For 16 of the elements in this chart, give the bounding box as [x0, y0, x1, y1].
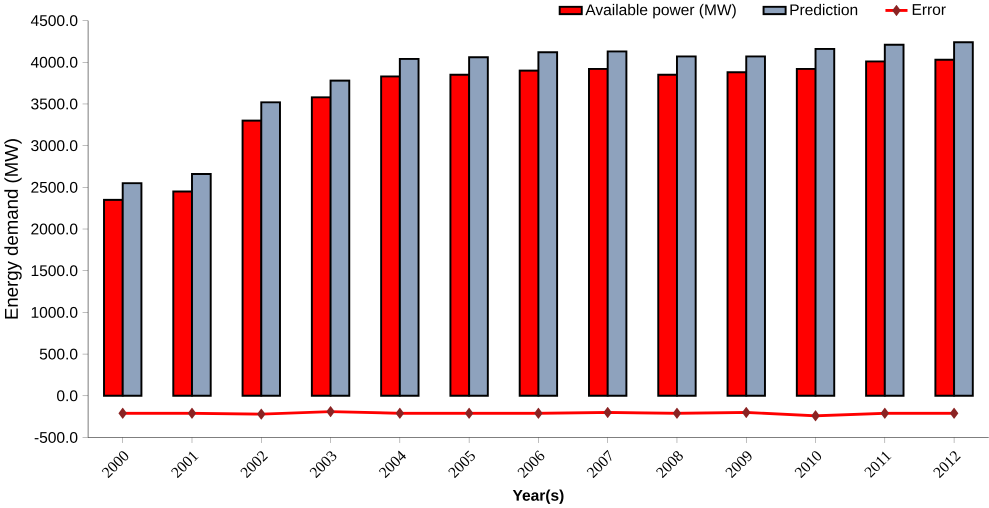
y-tick-label: 3500.0: [31, 98, 78, 110]
legend-label: Available power (MW): [585, 4, 736, 18]
x-axis-title: Year(s): [512, 489, 564, 504]
legend-label: Prediction: [790, 4, 858, 16]
y-tick-label: 2500.0: [31, 182, 78, 193]
y-axis-title: Energy demand (MW): [4, 139, 22, 318]
y-tick-label: -500.0: [34, 432, 78, 443]
y-tick-label: 4000.0: [30, 56, 78, 68]
y-tick-label: 1500.0: [32, 265, 78, 276]
y-tick-label: 4500.0: [30, 15, 78, 26]
y-tick-label: 500.0: [40, 348, 78, 360]
y-tick-label: 1000.0: [32, 306, 78, 318]
y-tick-label: 0.0: [57, 390, 78, 402]
legend-label: Error: [912, 4, 946, 15]
y-tick-label: 3000.0: [31, 140, 78, 152]
y-tick-label: 2000.0: [31, 223, 78, 234]
